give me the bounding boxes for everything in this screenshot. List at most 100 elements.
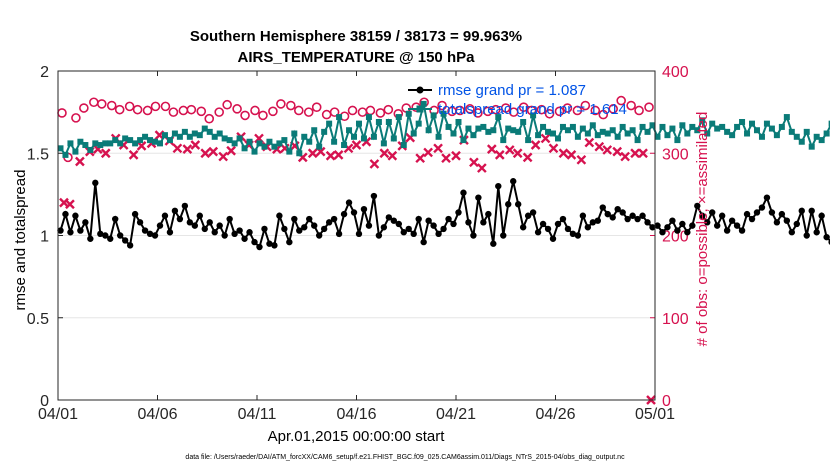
totalspread-point — [211, 133, 218, 140]
obs-possible-point — [250, 105, 260, 116]
rmse-point — [694, 202, 701, 210]
obs-possible-point — [240, 110, 250, 121]
totalspread-point — [251, 148, 258, 155]
x-tick-label: 04/11 — [238, 406, 277, 423]
totalspread-point — [574, 133, 581, 140]
y-axis-ticks: 0 0.5 1 1.5 2 — [27, 64, 63, 410]
obs-possible-point — [598, 109, 609, 120]
rmse-point — [72, 212, 79, 219]
rmse-point — [609, 214, 616, 221]
totalspread-point — [231, 140, 238, 147]
rmse-point — [738, 227, 746, 234]
rmse-point — [495, 182, 502, 190]
rmse-point — [112, 215, 119, 223]
totalspread-point — [724, 128, 731, 135]
rmse-point — [559, 215, 567, 223]
rmse-point — [699, 212, 706, 219]
obs-assimilated-point — [218, 151, 229, 162]
totalspread-point — [793, 133, 800, 140]
rmse-point — [425, 217, 432, 224]
y-tick-label: 2 — [40, 64, 49, 81]
totalspread-point — [147, 137, 154, 144]
rmse-point — [335, 230, 343, 238]
rmse-point — [758, 204, 766, 211]
totalspread-point — [714, 125, 721, 132]
rmse-point — [460, 189, 467, 196]
x-tick-label: 04/16 — [336, 406, 376, 423]
totalspread-point — [186, 133, 193, 140]
totalspread-point — [311, 127, 318, 134]
chart-subtitle: AIRS_TEMPERATURE @ 150 hPa — [238, 49, 476, 66]
totalspread-point — [644, 128, 651, 135]
totalspread-point — [510, 127, 517, 134]
totalspread-point — [564, 127, 571, 134]
totalspread-point — [221, 135, 228, 142]
totalspread-point — [156, 140, 163, 147]
totalspread-point — [176, 133, 183, 140]
rmse-point — [141, 227, 149, 234]
x-tick-label: 04/01 — [38, 406, 78, 423]
totalspread-point — [689, 123, 696, 130]
rmse-point — [146, 230, 154, 238]
rmse-point — [281, 225, 288, 233]
obs-assimilated-point — [602, 145, 613, 155]
obs-possible-point — [465, 104, 475, 114]
totalspread-point — [87, 146, 94, 153]
obs-possible-point — [518, 102, 529, 112]
totalspread-point — [744, 130, 751, 137]
rmse-point — [291, 215, 298, 223]
totalspread-point — [654, 133, 661, 140]
obs-assimilated-point — [208, 146, 219, 157]
obs-possible-point — [544, 108, 555, 119]
rmse-point — [788, 229, 796, 236]
totalspread-point — [127, 137, 134, 144]
totalspread-point — [798, 138, 805, 145]
totalspread-point — [773, 132, 780, 139]
totalspread-point — [584, 130, 591, 137]
totalspread-point — [614, 133, 621, 140]
obs-possible-point — [293, 105, 304, 116]
obs-assimilated-point — [494, 150, 505, 160]
obs-possible-point — [168, 107, 179, 117]
totalspread-point — [475, 125, 482, 132]
rmse-point — [584, 224, 592, 231]
rmse-point — [684, 229, 691, 236]
totalspread-point — [355, 120, 362, 127]
totalspread-point — [634, 137, 641, 144]
totalspread-point — [669, 125, 676, 132]
obs-assimilated-point — [351, 140, 362, 150]
rmse-point — [490, 240, 497, 247]
rmse-point — [783, 217, 791, 224]
obs-assimilated-point — [451, 150, 461, 161]
obs-assimilated-point — [441, 153, 451, 164]
rmse-point — [569, 230, 577, 238]
totalspread-point — [346, 127, 353, 134]
totalspread-point — [107, 140, 114, 147]
rmse-point — [763, 194, 771, 201]
obs-assimilated-point — [415, 153, 426, 164]
obs-assimilated-point — [584, 137, 595, 148]
y2-axis-ticks: 0 100 200 300 400 — [650, 64, 689, 410]
rmse-point — [82, 219, 89, 226]
obs-possible-point — [616, 95, 626, 106]
obs-possible-point — [124, 101, 135, 112]
obs-assimilated-point — [558, 148, 569, 159]
rmse-point — [728, 217, 736, 224]
rmse-point — [325, 219, 333, 226]
totalspread-point — [813, 133, 820, 140]
rmse-point — [410, 230, 417, 238]
totalspread-point — [316, 143, 323, 150]
rmse-point — [171, 207, 179, 215]
totalspread-point — [445, 123, 452, 130]
rmse-point — [181, 202, 189, 210]
obs-assimilated-point — [200, 148, 211, 159]
rmse-point — [470, 232, 477, 239]
obs-possible-point — [572, 105, 583, 116]
obs-possible-point — [106, 100, 117, 111]
rmse-point — [768, 209, 776, 216]
rmse-point — [818, 212, 825, 219]
rmse-point — [375, 232, 383, 239]
rmse-point — [644, 219, 651, 226]
rmse-point — [743, 210, 751, 218]
rmse-point — [365, 222, 373, 229]
